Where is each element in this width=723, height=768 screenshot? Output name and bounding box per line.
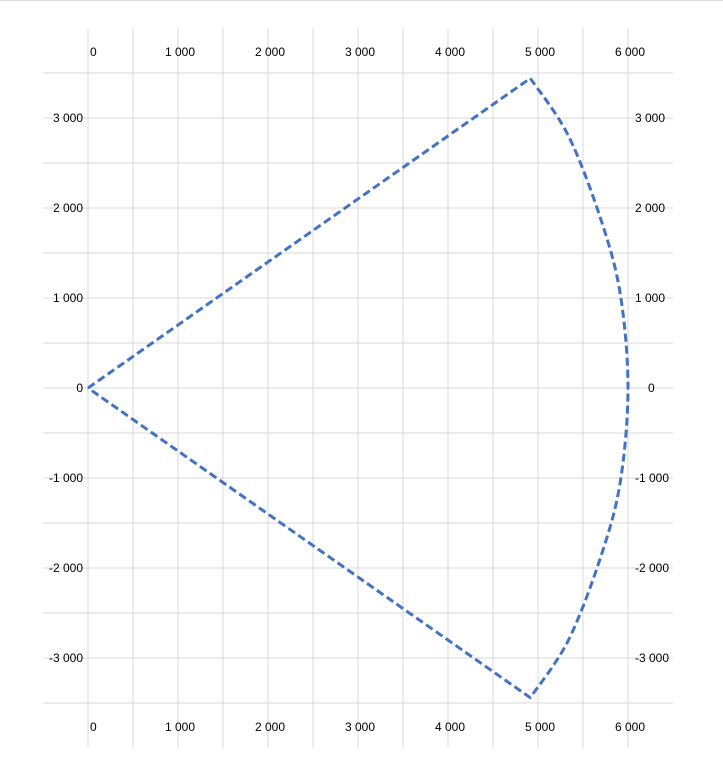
series-line-0: [87, 76, 630, 700]
x-top-tick-label: 0: [90, 45, 97, 59]
y-axis-right: 3 000 2 000 1 000 0 -1 000 -2 000 -3 000: [635, 111, 669, 665]
grid: [43, 28, 673, 748]
x-bottom-tick-label: 4 000: [435, 720, 465, 734]
x-top-tick-label: 2 000: [255, 45, 285, 59]
x-bottom-tick-label: 3 000: [345, 720, 375, 734]
top-border: [0, 0, 723, 1]
y-right-tick-label: 3 000: [635, 111, 665, 125]
y-right-tick-label: 2 000: [635, 201, 665, 215]
y-right-tick-label: 1 000: [635, 291, 665, 305]
x-bottom-tick-label: 2 000: [255, 720, 285, 734]
y-left-tick-label: 1 000: [53, 291, 83, 305]
y-left-tick-label: 3 000: [53, 111, 83, 125]
y-axis-left: 3 000 2 000 1 000 0 -1 000 -2 000 -3 000: [49, 111, 83, 665]
x-top-tick-label: 1 000: [165, 45, 195, 59]
y-right-tick-label: -3 000: [635, 651, 669, 665]
y-right-tick-label: 0: [648, 381, 655, 395]
y-left-tick-label: -2 000: [49, 561, 83, 575]
x-top-tick-label: 4 000: [435, 45, 465, 59]
x-bottom-tick-label: 6 000: [615, 720, 645, 734]
x-axis-bottom: 0 1 000 2 000 3 000 4 000 5 000 6 000: [90, 720, 645, 734]
y-left-tick-label: -1 000: [49, 471, 83, 485]
series-layer: [87, 76, 630, 700]
x-top-tick-label: 6 000: [615, 45, 645, 59]
x-bottom-tick-label: 1 000: [165, 720, 195, 734]
y-left-tick-label: 2 000: [53, 201, 83, 215]
x-top-tick-label: 3 000: [345, 45, 375, 59]
y-right-tick-label: -2 000: [635, 561, 669, 575]
x-axis-top: 0 1 000 2 000 3 000 4 000 5 000 6 000: [90, 45, 645, 59]
x-top-tick-label: 5 000: [525, 45, 555, 59]
y-left-tick-label: -3 000: [49, 651, 83, 665]
y-left-tick-label: 0: [76, 381, 83, 395]
x-bottom-tick-label: 5 000: [525, 720, 555, 734]
x-bottom-tick-label: 0: [90, 720, 97, 734]
y-right-tick-label: -1 000: [635, 471, 669, 485]
